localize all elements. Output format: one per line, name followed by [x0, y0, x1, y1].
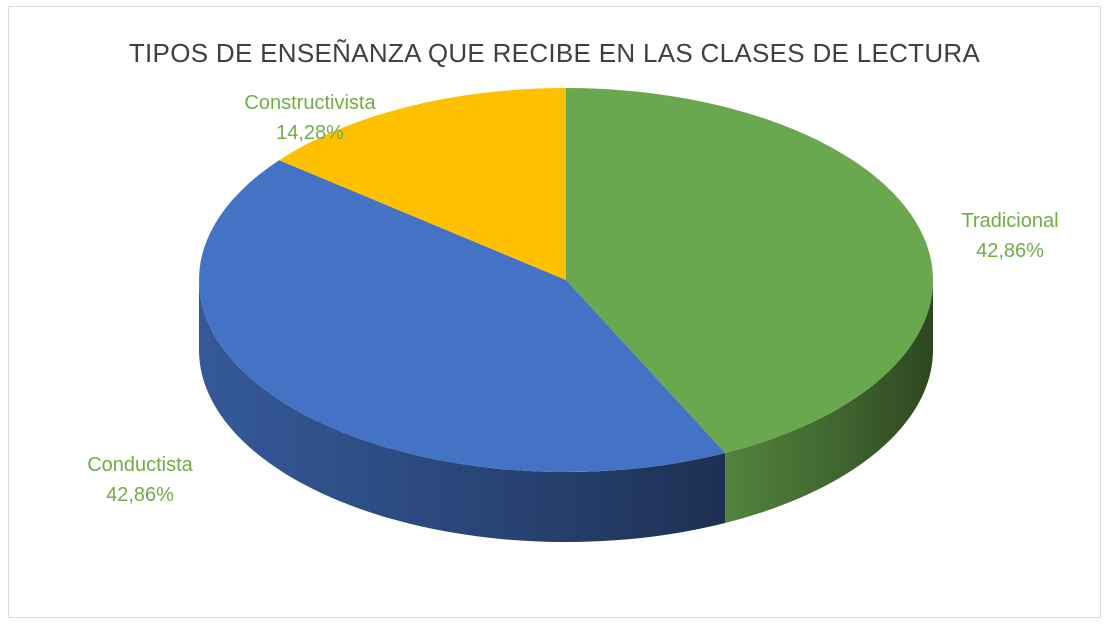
data-label-value: 14,28% [276, 122, 344, 144]
pie-side-conductista [198, 280, 726, 542]
data-label-category: Conductista [87, 454, 193, 476]
data-label-category: Constructivista [244, 92, 376, 114]
pie-slice-tradicional [566, 88, 934, 454]
pie-slice-constructivista [279, 88, 566, 280]
data-label-constructivista: Constructivista 14,28% [200, 88, 420, 148]
data-label-tradicional: Tradicional 42,86% [920, 206, 1100, 266]
chart-title: TIPOS DE ENSEÑANZA QUE RECIBE EN LAS CLA… [128, 38, 981, 68]
pie-slice-conductista [198, 160, 726, 473]
pie-side-tradicional [725, 280, 933, 524]
data-label-value: 42,86% [106, 484, 174, 506]
data-label-value: 42,86% [976, 240, 1044, 262]
data-label-conductista: Conductista 42,86% [50, 450, 230, 510]
data-label-category: Tradicional [961, 210, 1059, 232]
